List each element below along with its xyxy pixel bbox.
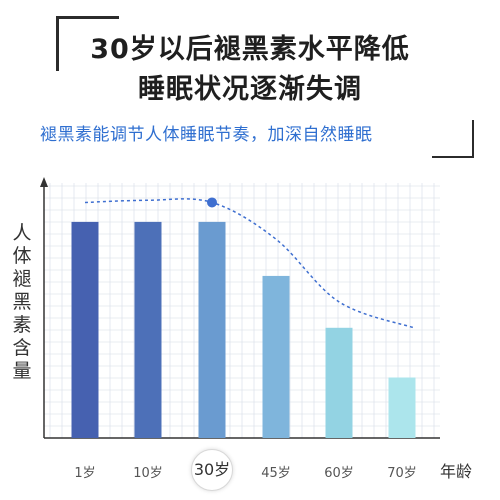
headline-line-2: 睡眠状况逐渐失调 [138,74,362,105]
y-axis-arrow [40,177,48,187]
bars [71,221,416,438]
bar-4 [325,327,353,438]
subtitle-frame-bottom-right [432,120,474,158]
bar-2 [198,221,226,438]
x-tick-label: 70岁 [387,466,417,481]
trend-curve [84,198,415,329]
x-tick-label: 1岁 [74,466,96,481]
title-frame-top-left [56,16,119,71]
headline-line-1: 30岁以后褪黑素水平降低 [90,34,410,65]
chart-grid [44,183,440,438]
bar-5 [388,377,416,438]
x-axis-label: 年龄 [440,462,473,481]
x-tick-label: 10岁 [133,466,163,481]
trend-marker [207,197,217,208]
x-tick-label: 45岁 [261,466,291,481]
bar-1 [134,221,162,438]
y-axis-label: 人体褪黑素含量 [12,222,32,382]
x-tick-label: 60岁 [324,466,354,481]
bar-0 [71,221,99,438]
bar-3 [262,275,290,438]
subtitle: 褪黑素能调节人体睡眠节奏，加深自然睡眠 [40,125,373,145]
x-tick-label: 30岁 [191,449,233,491]
